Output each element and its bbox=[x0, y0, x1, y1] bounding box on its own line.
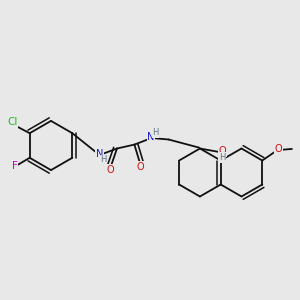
Text: O: O bbox=[107, 165, 115, 175]
Text: O: O bbox=[136, 162, 144, 172]
Text: H: H bbox=[152, 128, 159, 137]
Text: H: H bbox=[100, 155, 107, 164]
Text: O: O bbox=[218, 146, 226, 156]
Text: N: N bbox=[147, 132, 155, 142]
Text: O: O bbox=[275, 144, 283, 154]
Text: H: H bbox=[219, 153, 225, 162]
Text: F: F bbox=[12, 161, 17, 171]
Text: Cl: Cl bbox=[7, 117, 18, 127]
Text: N: N bbox=[96, 148, 103, 159]
